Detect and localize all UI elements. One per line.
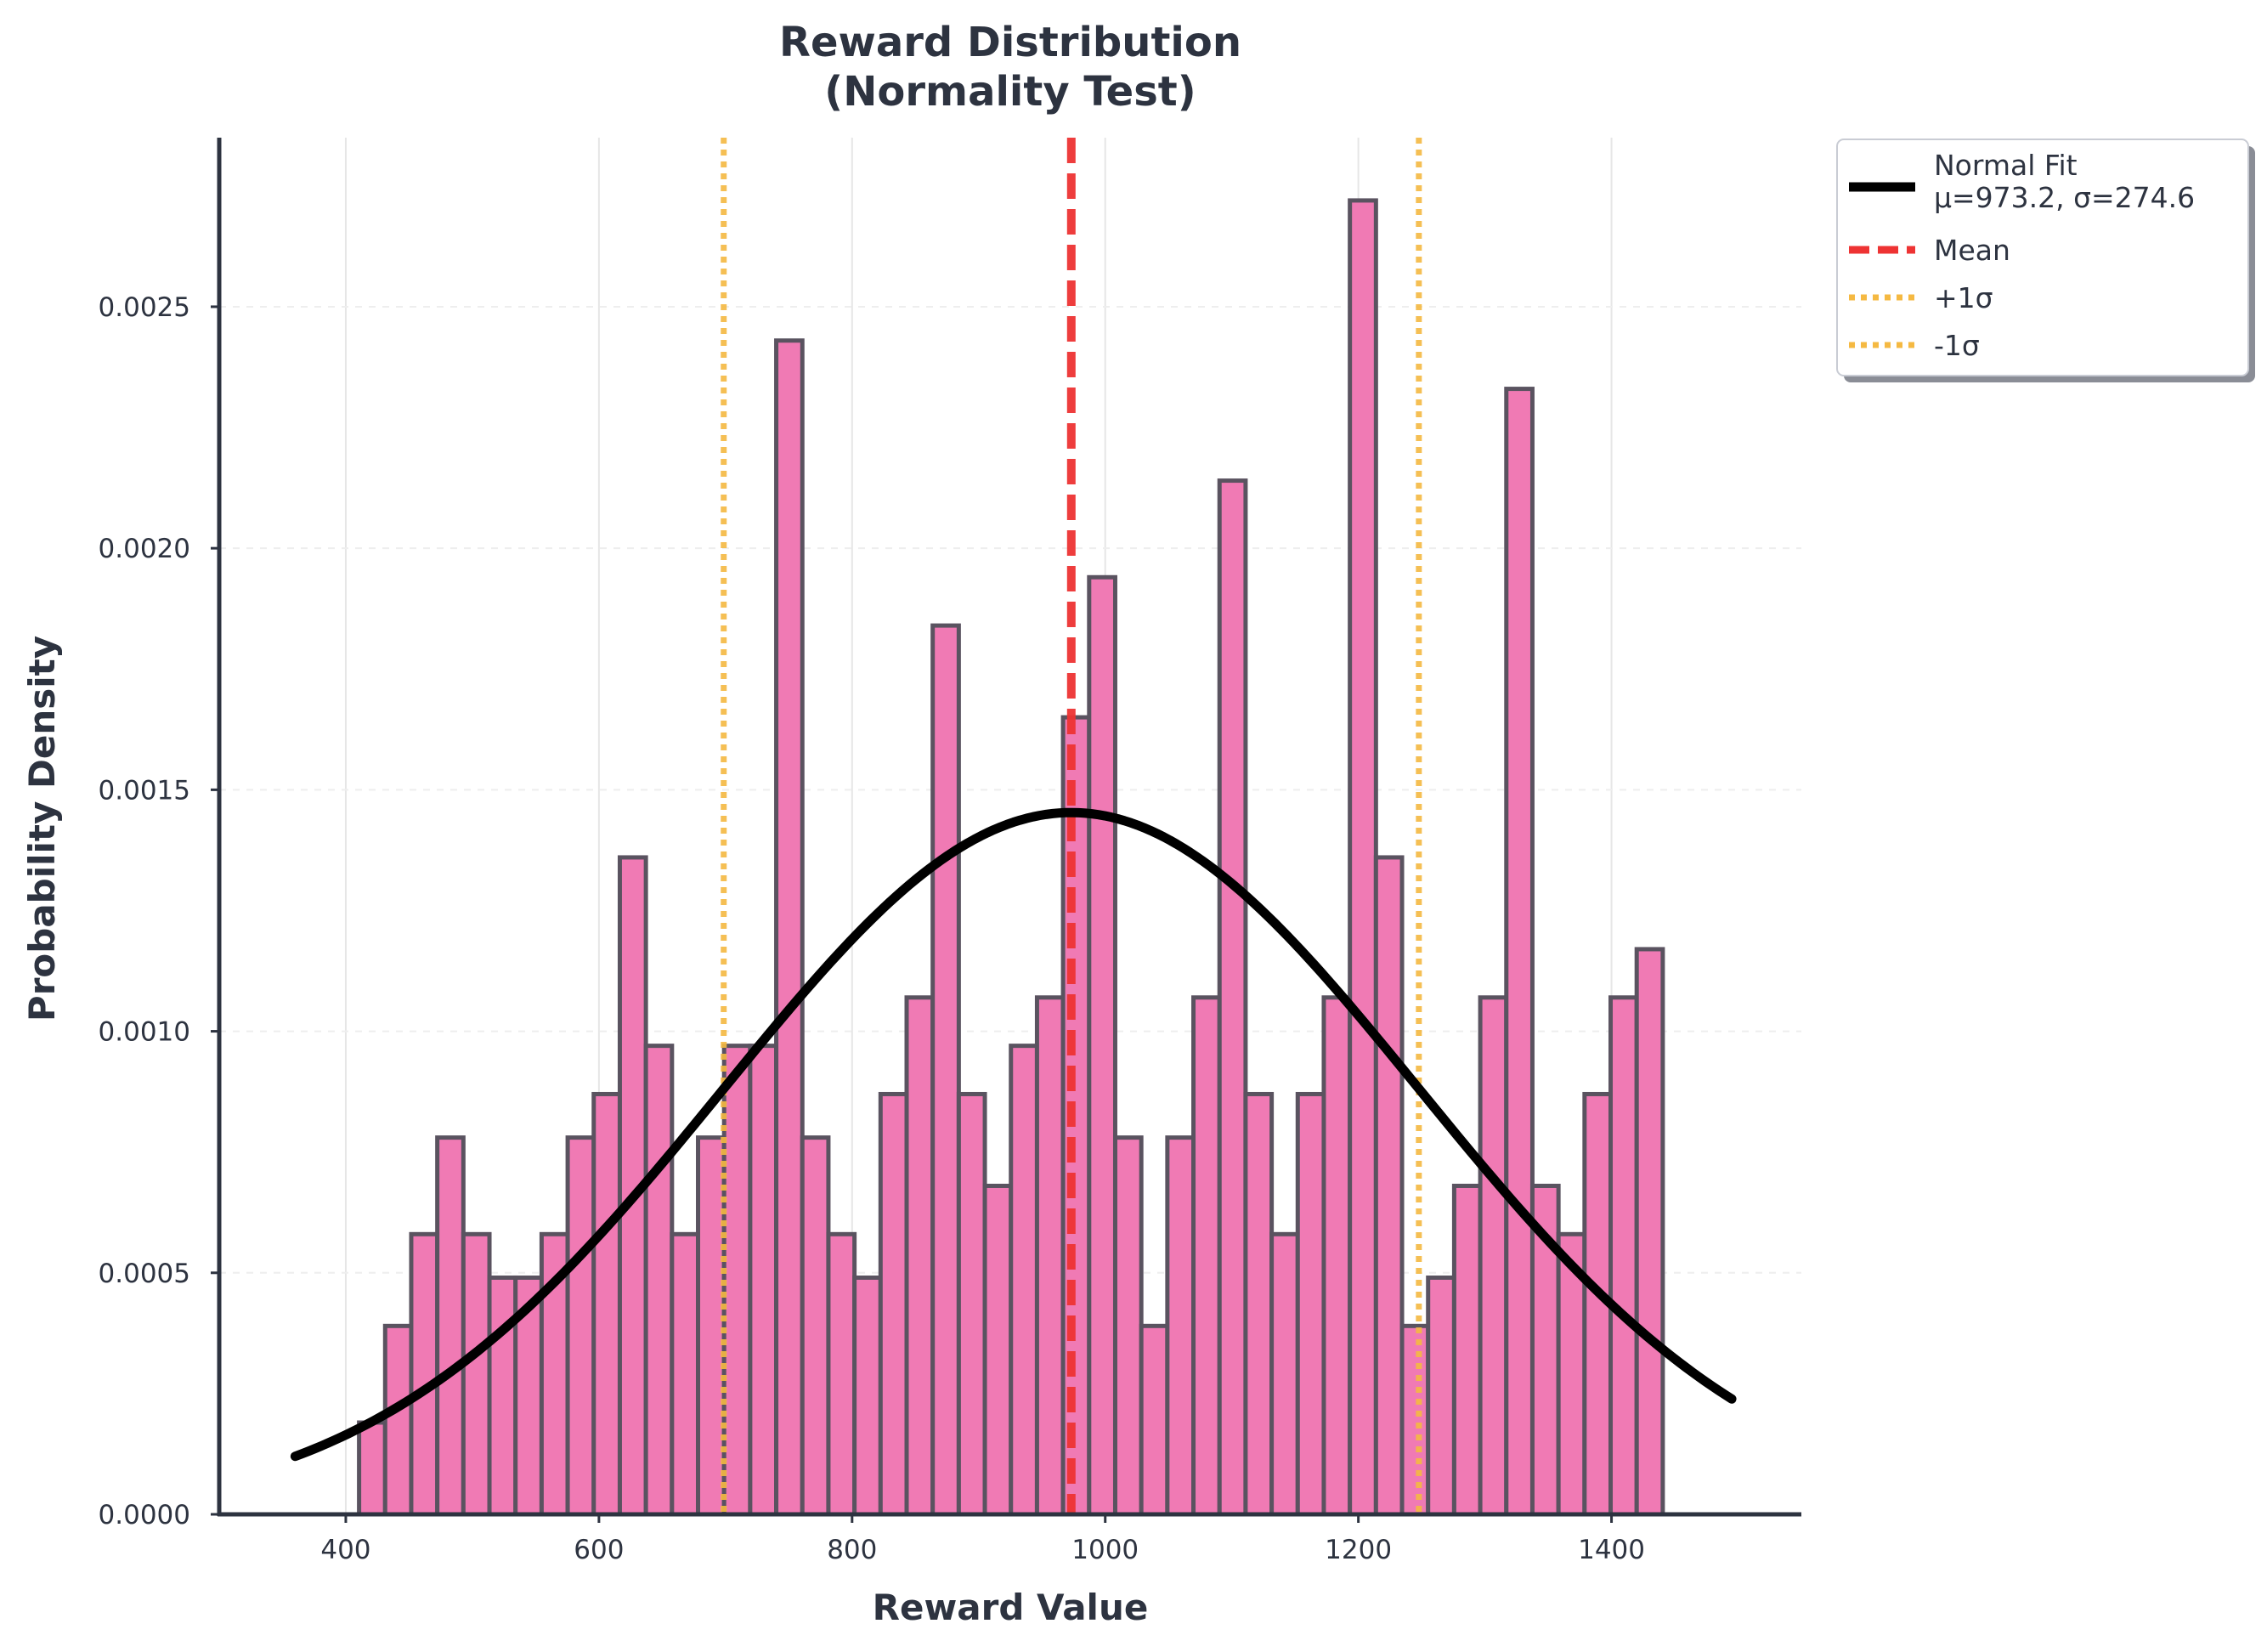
- histogram-bar: [1034, 995, 1066, 1517]
- histogram-bar: [1269, 1231, 1300, 1517]
- y-tick-label: 0.0025: [99, 292, 190, 323]
- histogram-bar: [774, 338, 805, 1517]
- legend-label-0: μ=973.2, σ=274.6: [1934, 181, 2195, 214]
- histogram-bar: [670, 1231, 701, 1517]
- normal-fit-curve: [290, 807, 1737, 1462]
- histogram-bar: [1478, 995, 1509, 1517]
- x-tick-label: 800: [827, 1535, 877, 1565]
- y-tick-label: 0.0005: [99, 1259, 190, 1289]
- legend-label-3: -1σ: [1934, 329, 1980, 362]
- histogram-bar: [643, 1044, 675, 1517]
- histogram-bar: [826, 1231, 857, 1517]
- histogram-bar: [409, 1231, 440, 1517]
- histogram-bar: [956, 1091, 987, 1517]
- histogram-bar: [1165, 1135, 1196, 1517]
- x-tick-label: 1200: [1325, 1535, 1392, 1565]
- y-tick-label: 0.0000: [99, 1500, 190, 1530]
- legend-box: [1836, 139, 2249, 376]
- histogram-bar: [1608, 995, 1639, 1517]
- histogram-bar: [1348, 198, 1378, 1517]
- x-axis-label: Reward Value: [873, 1587, 1149, 1628]
- histogram-bar: [904, 995, 936, 1517]
- histogram-bar: [721, 1044, 753, 1517]
- histogram-bar: [1243, 1091, 1275, 1517]
- histogram-bar: [1112, 1135, 1144, 1517]
- chart-title-line-2: (Normality Test): [824, 68, 1196, 116]
- histogram-bar: [1504, 387, 1535, 1517]
- histogram-bar: [1217, 478, 1248, 1517]
- histogram-bar: [565, 1135, 596, 1517]
- histogram-bar: [591, 1091, 622, 1517]
- histogram-bar: [382, 1323, 414, 1517]
- histogram-bar: [1426, 1275, 1456, 1517]
- axes: [211, 138, 1801, 1523]
- legend-label-1: Mean: [1934, 234, 2010, 267]
- histogram-bar: [1191, 995, 1222, 1517]
- y-tick-label: 0.0015: [99, 775, 190, 806]
- histogram-bar: [930, 623, 961, 1517]
- tick-labels: 400 600 800 1000 1200 1400 0.0000 0.0005 0.0010 0…: [99, 292, 1645, 1565]
- y-tick-label: 0.0020: [99, 534, 190, 564]
- histogram-bar: [1060, 715, 1092, 1517]
- histogram-bar: [1634, 947, 1665, 1517]
- histogram-bar: [748, 1044, 779, 1517]
- chart-title: Reward Distribution (Normality Test): [779, 19, 1241, 116]
- histogram-bar: [487, 1275, 518, 1517]
- x-tick-label: 1400: [1578, 1535, 1645, 1565]
- histogram-bar: [357, 1420, 387, 1517]
- histogram-bar: [435, 1135, 466, 1517]
- histogram-bar: [1139, 1323, 1170, 1517]
- histogram-bar: [1009, 1044, 1039, 1517]
- histogram-bar: [800, 1135, 831, 1517]
- histogram-bar: [461, 1231, 492, 1517]
- histogram-bar: [1399, 1323, 1431, 1517]
- histogram-bar: [1295, 1091, 1326, 1517]
- histogram-bar: [1087, 574, 1117, 1517]
- x-tick-label: 1000: [1071, 1535, 1139, 1565]
- legend-label-2: +1σ: [1934, 281, 1993, 314]
- reference-lines: [290, 138, 1737, 1514]
- histogram-bar: [852, 1275, 883, 1517]
- histogram-bar: [1451, 1183, 1483, 1517]
- y-axis-label: Probability Density: [21, 636, 63, 1021]
- histogram-bar: [982, 1183, 1014, 1517]
- histogram-bars: [357, 198, 1665, 1517]
- legend-label-0: Normal Fit: [1934, 149, 2078, 182]
- y-tick-label: 0.0010: [99, 1017, 190, 1048]
- x-tick-label: 600: [574, 1535, 624, 1565]
- x-tick-label: 400: [320, 1535, 370, 1565]
- histogram-bar: [1321, 995, 1353, 1517]
- histogram-bar: [878, 1091, 909, 1517]
- histogram-bar: [1373, 855, 1405, 1517]
- histogram-bar: [696, 1135, 726, 1517]
- chart-title-line-1: Reward Distribution: [779, 19, 1241, 66]
